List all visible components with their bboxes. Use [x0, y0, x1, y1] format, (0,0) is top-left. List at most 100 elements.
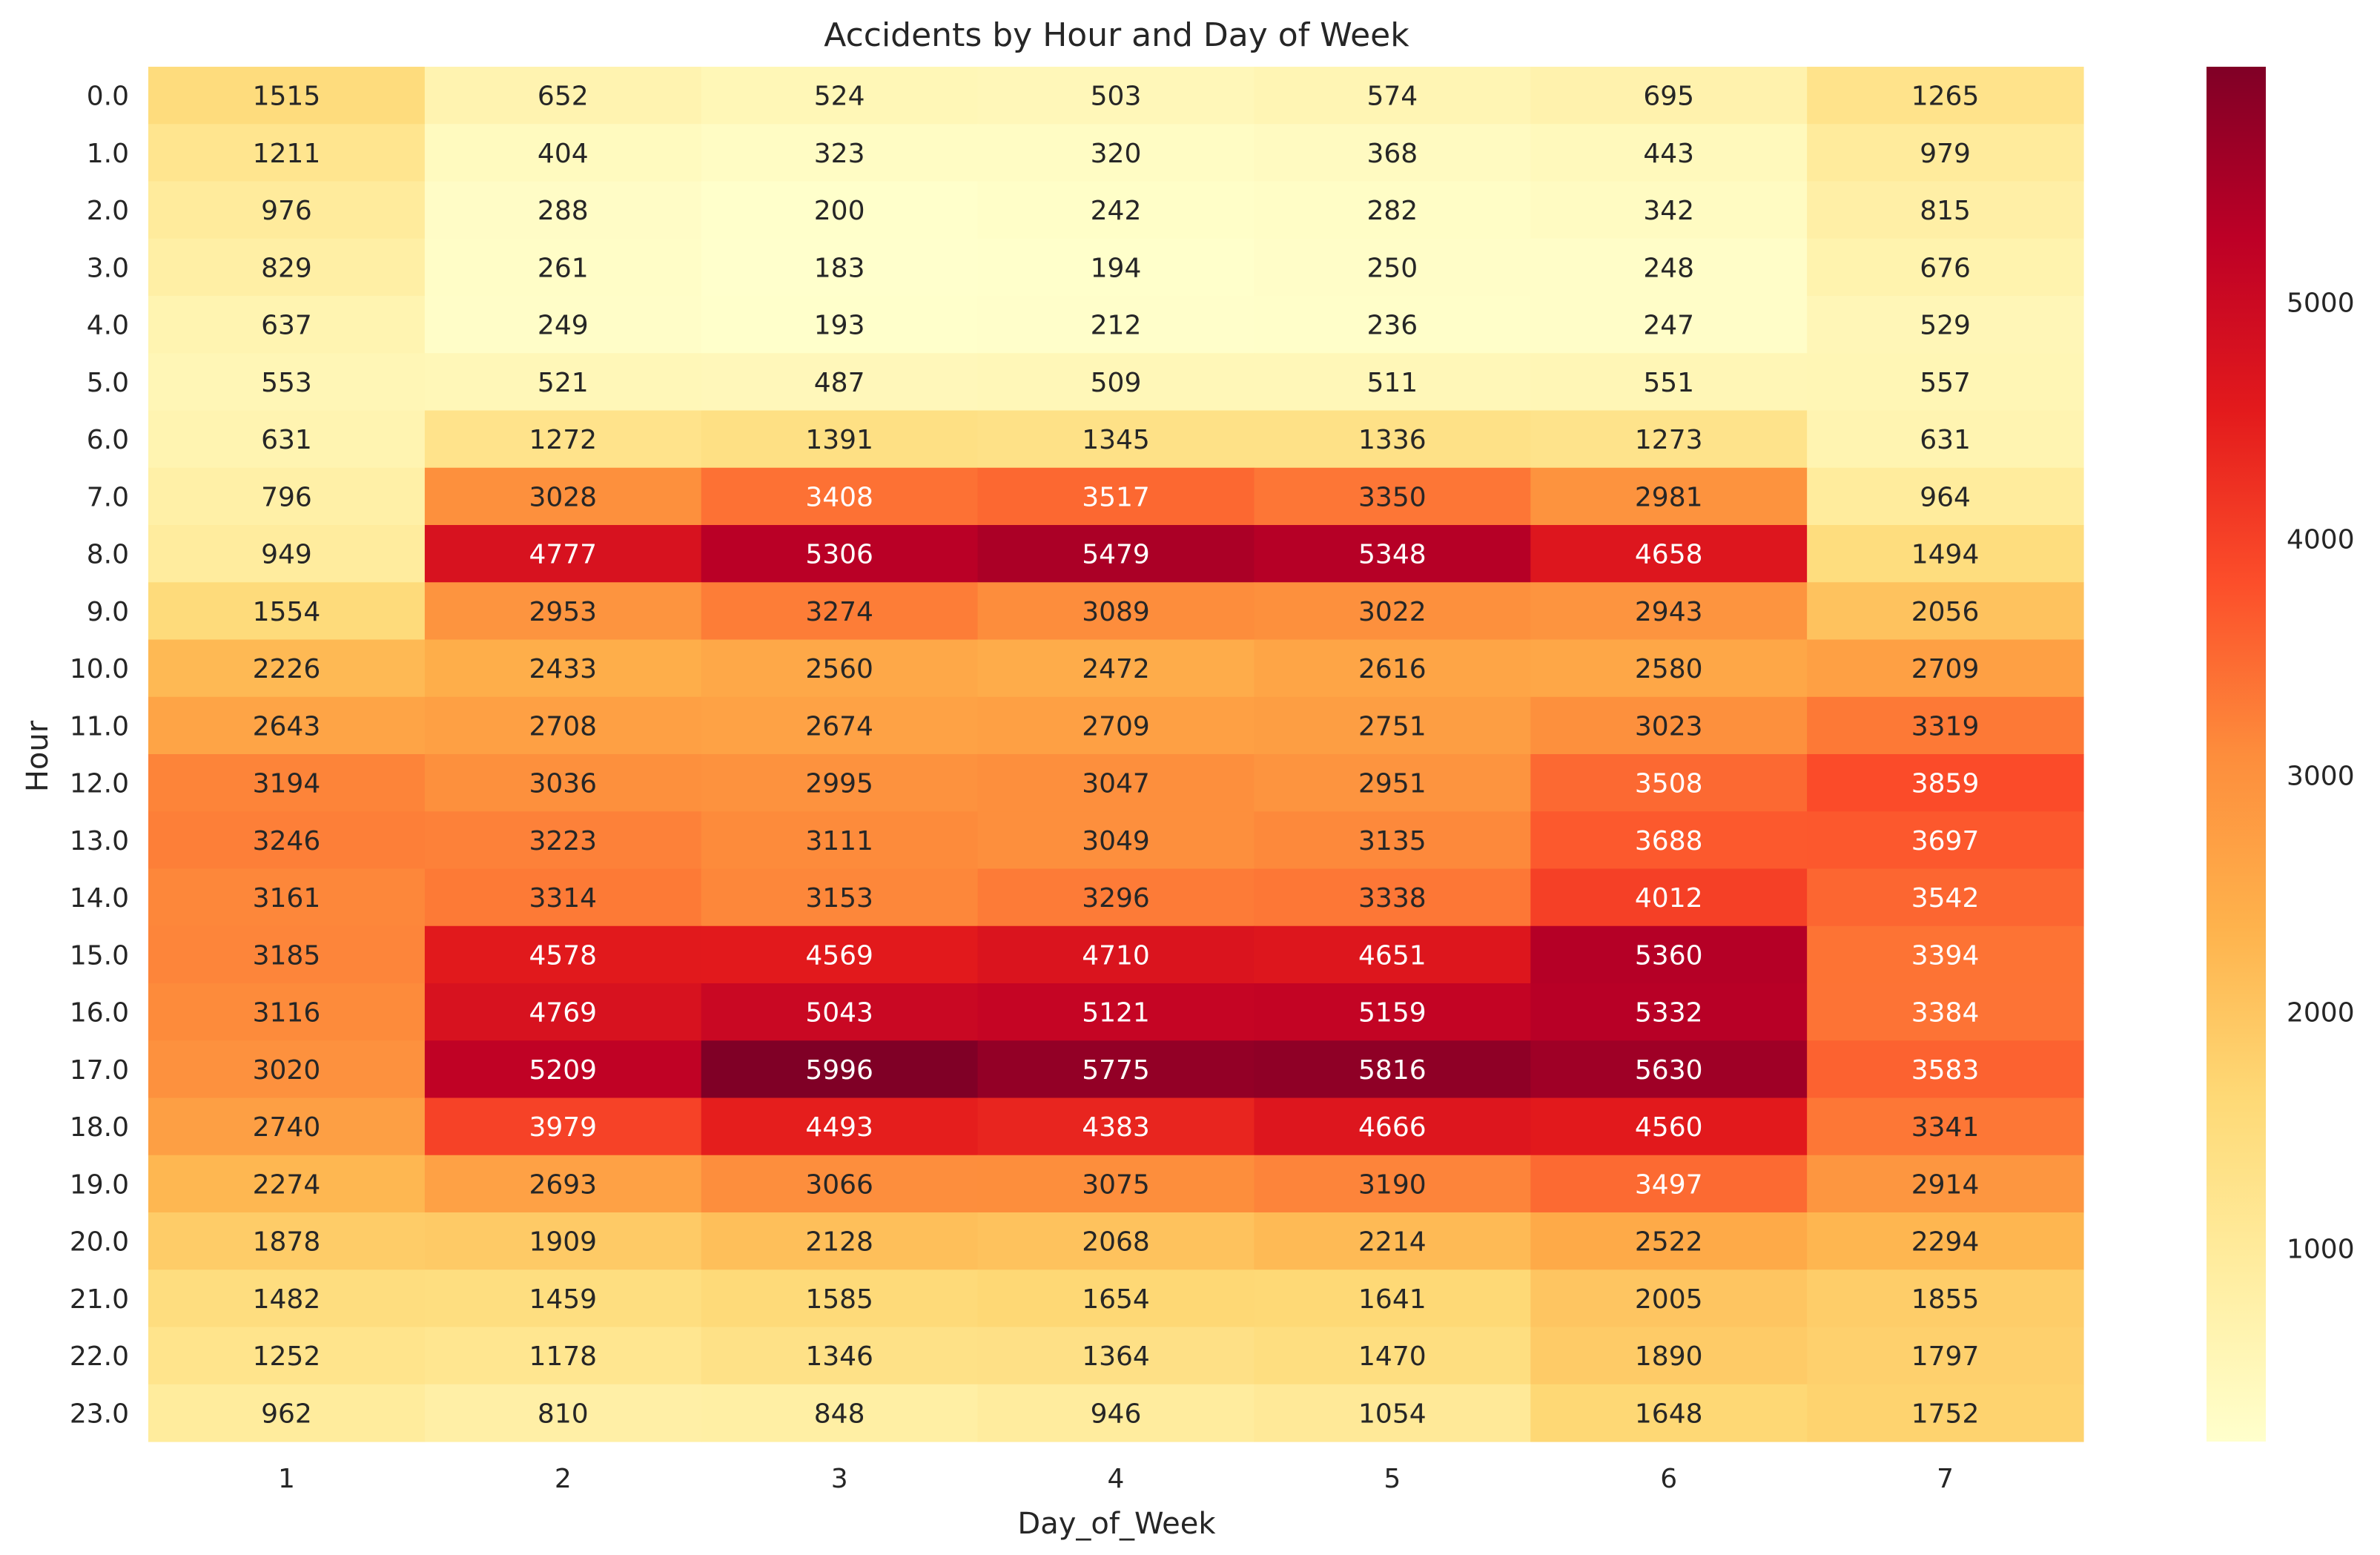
- heatmap-cell: [1530, 67, 1808, 125]
- cell-value-label: 3153: [805, 883, 873, 914]
- cell-value-label: 2914: [1911, 1169, 1980, 1200]
- y-tick-label: 14.0: [70, 883, 129, 914]
- cell-value-label: 2128: [805, 1227, 873, 1258]
- heatmap-cell: [1807, 67, 2084, 125]
- heatmap-cell: [977, 811, 1255, 870]
- heatmap-cell: [148, 1384, 426, 1442]
- heatmap-cell: [424, 983, 702, 1041]
- heatmap-cell: [148, 639, 426, 698]
- cell-value-label: 5159: [1358, 998, 1427, 1029]
- heatmap-cell: [424, 467, 702, 526]
- heatmap-cell: [424, 639, 702, 698]
- cell-value-label: 3542: [1911, 883, 1980, 914]
- heatmap-cell: [1254, 1270, 1531, 1328]
- heatmap-cell: [1807, 1040, 2084, 1099]
- heatmap-cell: [977, 1327, 1255, 1385]
- heatmap-cell: [977, 467, 1255, 526]
- cell-value-label: 250: [1366, 253, 1418, 283]
- heatmap-cell: [148, 353, 426, 412]
- cell-value-label: 4658: [1635, 540, 1703, 570]
- cell-value-label: 2943: [1635, 597, 1703, 627]
- heatmap-cell: [1807, 754, 2084, 812]
- x-axis-ticks: 1 2 3 4 5 6 7: [278, 1464, 1954, 1494]
- y-tick-label: 11.0: [70, 711, 129, 742]
- cell-value-label: 3049: [1082, 826, 1150, 856]
- cell-value-label: 2708: [529, 711, 597, 742]
- cell-value-label: 810: [538, 1399, 589, 1429]
- heatmap-cell: [977, 925, 1255, 984]
- cell-value-label: 2751: [1358, 711, 1427, 742]
- heatmap-cell: [701, 925, 979, 984]
- heatmap-cell: [148, 296, 426, 354]
- heatmap-cell: [148, 696, 426, 755]
- cell-value-label: 637: [261, 311, 312, 341]
- heatmap-cell: [977, 1384, 1255, 1442]
- heatmap-cell: [424, 1040, 702, 1099]
- cell-value-label: 193: [814, 311, 865, 341]
- x-tick-label: 7: [1937, 1464, 1954, 1494]
- cell-value-label: 4012: [1635, 883, 1703, 914]
- cell-value-label: 3274: [805, 597, 873, 627]
- cell-value-label: 3194: [253, 769, 321, 799]
- cell-value-label: 3089: [1082, 597, 1150, 627]
- y-tick-label: 0.0: [87, 82, 129, 112]
- cell-value-label: 1391: [805, 425, 873, 455]
- cell-value-label: 5121: [1082, 998, 1150, 1029]
- y-tick-label: 13.0: [70, 826, 129, 856]
- heatmap-cell: [701, 639, 979, 698]
- cell-value-label: 443: [1643, 139, 1694, 169]
- cell-value-label: 1482: [253, 1284, 321, 1315]
- heatmap-cell: [1254, 353, 1531, 412]
- cell-value-label: 3979: [529, 1112, 597, 1143]
- y-axis-ticks: 0.0 1.0 2.0 3.0 4.0 5.0 6.0 7.0 8.0 9.0 10.0 11.0 12…: [70, 82, 129, 1430]
- heatmap-cell: [424, 124, 702, 182]
- heatmap-cell: [977, 639, 1255, 698]
- heatmap-cell: [701, 124, 979, 182]
- cell-value-label: 3023: [1635, 711, 1703, 742]
- cell-value-label: 2472: [1082, 654, 1150, 684]
- cell-value-label: 1272: [529, 425, 597, 455]
- cell-value-label: 5043: [805, 998, 873, 1029]
- heatmap-cell: [701, 296, 979, 354]
- y-tick-label: 5.0: [87, 368, 129, 398]
- heatmap-cell: [424, 696, 702, 755]
- heatmap-cell: [1807, 467, 2084, 526]
- cell-value-label: 368: [1366, 139, 1418, 169]
- cell-value-label: 3338: [1358, 883, 1427, 914]
- cell-value-label: 5348: [1358, 540, 1427, 570]
- heatmap-cell: [1807, 525, 2084, 583]
- heatmap-cell: [701, 238, 979, 297]
- cell-value-label: 962: [261, 1399, 312, 1429]
- cell-value-label: 631: [261, 425, 312, 455]
- cell-value-label: 183: [814, 253, 865, 283]
- heatmap-cell: [424, 525, 702, 583]
- cell-value-label: 2693: [529, 1169, 597, 1200]
- heatmap-cell: [1530, 525, 1808, 583]
- cell-value-label: 248: [1643, 253, 1694, 283]
- cell-value-label: 509: [1091, 368, 1142, 398]
- cell-value-label: 5306: [805, 540, 873, 570]
- heatmap-cell: [1254, 811, 1531, 870]
- y-tick-label: 6.0: [87, 425, 129, 455]
- heatmap-cell: [1254, 181, 1531, 240]
- heatmap-cell: [1530, 1327, 1808, 1385]
- cell-value-label: 1252: [253, 1341, 321, 1372]
- cell-value-label: 1364: [1082, 1341, 1150, 1372]
- cell-value-label: 848: [814, 1399, 865, 1429]
- heatmap-cell: [148, 1040, 426, 1099]
- heatmap-cell: [424, 67, 702, 125]
- cell-value-label: 1054: [1358, 1399, 1427, 1429]
- heatmap-cell: [977, 410, 1255, 469]
- heatmap-cell: [701, 1327, 979, 1385]
- heatmap-cell: [701, 1212, 979, 1270]
- y-tick-label: 23.0: [70, 1399, 129, 1429]
- cell-value-label: 1909: [529, 1227, 597, 1258]
- heatmap-cell: [977, 1270, 1255, 1328]
- heatmap-cell: [148, 410, 426, 469]
- cell-value-label: 2068: [1082, 1227, 1150, 1258]
- heatmap-cell: [977, 696, 1255, 755]
- heatmap-cell: [1254, 124, 1531, 182]
- cell-value-label: 487: [814, 368, 865, 398]
- cell-value-label: 1654: [1082, 1284, 1150, 1315]
- heatmap-cell: [701, 1270, 979, 1328]
